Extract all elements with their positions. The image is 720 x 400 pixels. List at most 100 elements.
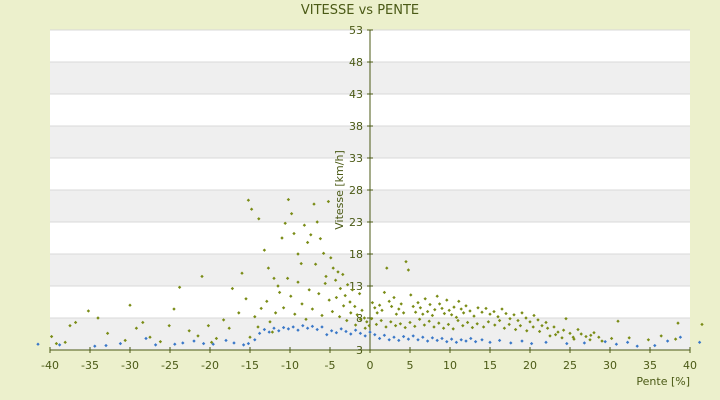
data-point-olive: [532, 313, 536, 318]
data-point-blue: [181, 341, 185, 345]
data-point-olive: [240, 271, 244, 275]
data-point-blue: [246, 341, 251, 346]
data-point-olive: [172, 307, 176, 311]
data-point-olive: [206, 323, 211, 328]
data-point-olive: [262, 248, 267, 252]
x-tick-label: -5: [325, 359, 336, 372]
data-point-olive: [700, 322, 704, 327]
data-point-blue: [544, 340, 548, 345]
data-point-olive: [196, 334, 200, 338]
x-tick-label: -15: [241, 359, 259, 372]
data-point-blue: [635, 344, 639, 348]
data-point-olive: [244, 297, 248, 301]
data-point-olive: [309, 233, 313, 237]
data-point-blue: [93, 344, 97, 348]
data-point-olive: [209, 340, 214, 345]
y-tick-label: 48: [349, 56, 363, 69]
x-tick-label: -40: [41, 359, 59, 372]
x-tick-label: 20: [523, 359, 537, 372]
data-point-olive: [187, 329, 191, 333]
y-tick-label: 38: [349, 120, 363, 133]
data-point-blue: [173, 342, 177, 346]
y-tick-label: 23: [349, 216, 363, 229]
data-point-olive: [214, 336, 219, 341]
data-point-olive: [646, 338, 651, 342]
y-tick-label: 28: [349, 184, 363, 197]
data-point-olive: [54, 341, 59, 346]
data-point-blue: [104, 343, 108, 348]
data-point-olive: [536, 318, 540, 322]
data-point-olive: [571, 335, 575, 339]
data-point-olive: [600, 339, 604, 343]
data-point-olive: [123, 338, 127, 343]
data-point-olive: [105, 331, 110, 336]
data-point-blue: [153, 343, 158, 347]
data-point-olive: [548, 334, 552, 338]
x-tick-label: -25: [161, 359, 179, 372]
data-point-blue: [565, 341, 569, 346]
data-point-blue: [192, 339, 196, 343]
x-tick-label: -10: [281, 359, 299, 372]
data-point-blue: [211, 342, 215, 346]
data-point-olive: [230, 286, 235, 291]
data-point-olive: [588, 338, 592, 342]
data-point-olive: [579, 332, 583, 336]
data-point-olive: [177, 285, 182, 289]
x-tick-label: -20: [201, 359, 219, 372]
data-point-olive: [141, 320, 145, 325]
data-point-olive: [221, 318, 226, 322]
data-point-olive: [564, 316, 568, 321]
data-point-olive: [237, 311, 241, 315]
data-point-olive: [302, 223, 307, 227]
data-point-olive: [326, 199, 331, 204]
data-point-olive: [524, 316, 528, 320]
data-point-olive: [592, 331, 596, 335]
x-tick-labels: -40 -35 -30 -25 -20 -15 -10 -5 0 5 10 15 20 25 30 35 40: [41, 347, 697, 372]
data-point-blue: [678, 335, 683, 339]
data-point-blue: [201, 341, 206, 346]
x-axis-label: Pente [%]: [636, 375, 690, 388]
y-tick-label: 13: [349, 280, 363, 293]
y-tick-label: 33: [349, 152, 363, 165]
data-point-olive: [253, 315, 257, 319]
y-tick-label: 3: [356, 344, 363, 357]
data-point-olive: [520, 311, 524, 315]
data-point-olive: [68, 323, 72, 328]
x-tick-label: 15: [483, 359, 497, 372]
x-tick-label: -35: [81, 359, 99, 372]
data-point-olive: [544, 320, 548, 325]
data-point-olive: [616, 319, 620, 323]
x-tick-label: 30: [603, 359, 617, 372]
x-tick-label: 10: [443, 359, 457, 372]
data-point-blue: [232, 341, 236, 345]
x-tick-label: 40: [683, 359, 697, 372]
data-point-olive: [584, 334, 588, 339]
data-point-olive: [257, 217, 261, 221]
data-point-olive: [227, 326, 231, 330]
data-point-blue: [144, 336, 148, 341]
x-tick-label: -30: [121, 359, 139, 372]
y-axis-label: Vitesse [km/h]: [333, 150, 346, 230]
data-point-blue: [224, 338, 228, 343]
data-point-olive: [158, 339, 163, 344]
data-point-blue: [520, 339, 524, 343]
data-point-olive: [516, 318, 520, 323]
data-point-blue: [241, 343, 246, 347]
data-point-olive: [286, 197, 291, 202]
data-point-olive: [167, 323, 171, 328]
data-point-olive: [248, 335, 252, 339]
x-tick-label: 35: [643, 359, 657, 372]
data-point-olive: [134, 326, 139, 330]
data-point-olive: [128, 303, 132, 307]
data-point-olive: [589, 333, 593, 337]
x-tick-label: 5: [407, 359, 414, 372]
y-tick-label: 53: [349, 24, 363, 37]
data-point-blue: [118, 341, 123, 346]
chart-title: VITESSE vs PENTE: [301, 3, 419, 18]
x-tick-label: 25: [563, 359, 577, 372]
data-point-olive: [148, 335, 152, 339]
data-point-olive: [200, 274, 204, 279]
x-tick-label: 0: [367, 359, 374, 372]
data-point-blue: [253, 338, 257, 342]
